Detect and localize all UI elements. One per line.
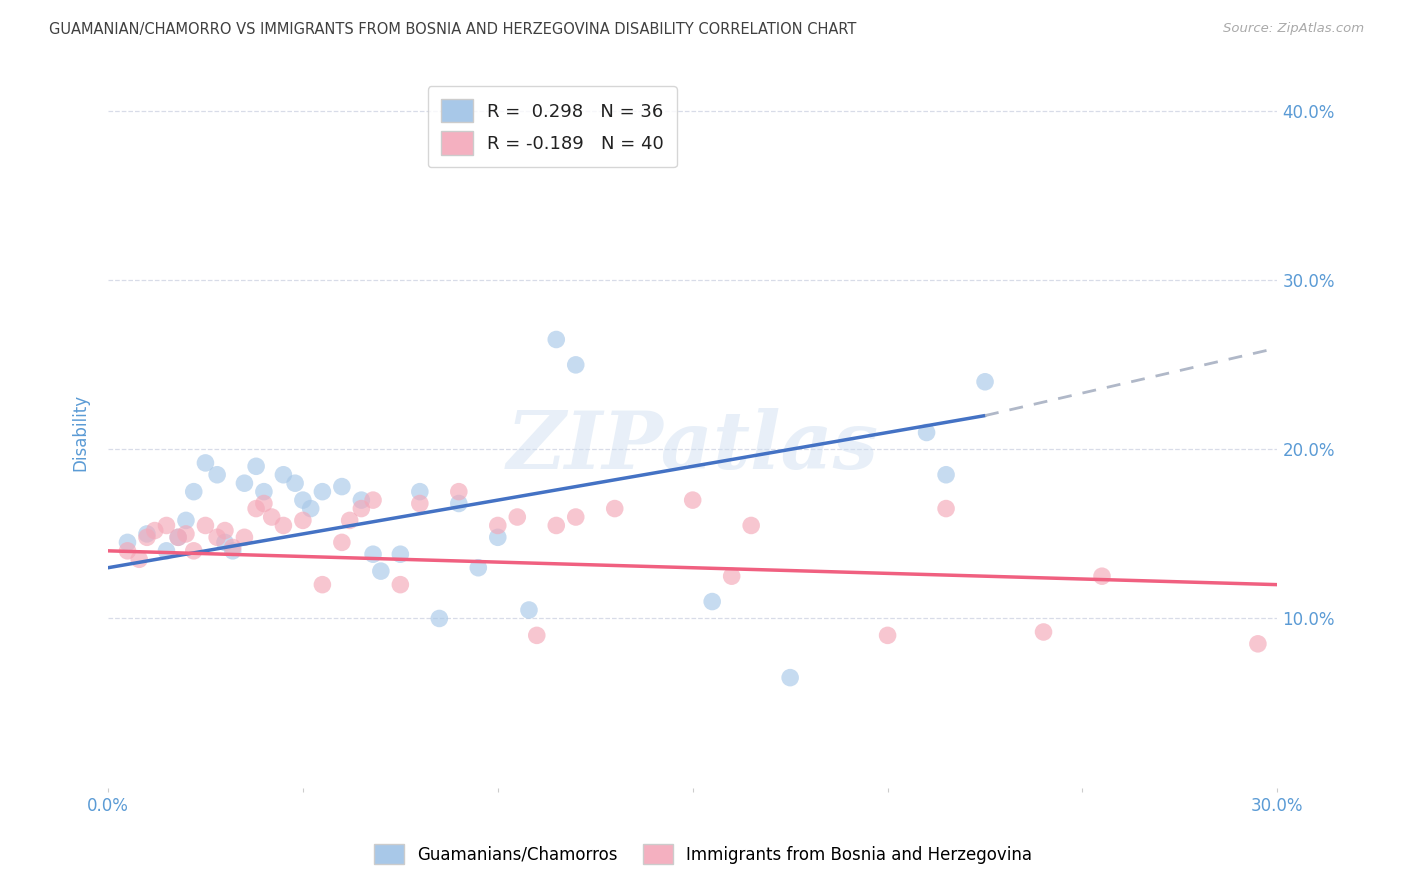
- Point: [876, 628, 898, 642]
- Point: [214, 535, 236, 549]
- Point: [174, 527, 197, 541]
- Point: [311, 484, 333, 499]
- Point: [720, 569, 742, 583]
- Point: [167, 530, 190, 544]
- Point: [311, 577, 333, 591]
- Point: [350, 501, 373, 516]
- Point: [273, 467, 295, 482]
- Point: [299, 501, 322, 516]
- Point: [682, 493, 704, 508]
- Point: [117, 544, 139, 558]
- Point: [935, 501, 957, 516]
- Point: [740, 518, 762, 533]
- Point: [222, 544, 245, 558]
- Point: [564, 358, 586, 372]
- Point: [330, 480, 353, 494]
- Point: [330, 535, 353, 549]
- Point: [183, 484, 205, 499]
- Point: [128, 552, 150, 566]
- Legend: R =  0.298   N = 36, R = -0.189   N = 40: R = 0.298 N = 36, R = -0.189 N = 40: [427, 87, 676, 167]
- Point: [702, 594, 724, 608]
- Point: [291, 513, 314, 527]
- Point: [427, 611, 450, 625]
- Point: [194, 456, 217, 470]
- Point: [245, 459, 267, 474]
- Point: [155, 544, 177, 558]
- Point: [273, 518, 295, 533]
- Point: [526, 628, 548, 642]
- Point: [389, 547, 412, 561]
- Y-axis label: Disability: Disability: [72, 394, 89, 471]
- Point: [603, 501, 626, 516]
- Point: [214, 524, 236, 538]
- Point: [253, 484, 276, 499]
- Point: [564, 510, 586, 524]
- Point: [291, 493, 314, 508]
- Point: [370, 564, 392, 578]
- Text: GUAMANIAN/CHAMORRO VS IMMIGRANTS FROM BOSNIA AND HERZEGOVINA DISABILITY CORRELAT: GUAMANIAN/CHAMORRO VS IMMIGRANTS FROM BO…: [49, 22, 856, 37]
- Point: [389, 577, 412, 591]
- Point: [233, 476, 256, 491]
- Point: [205, 530, 228, 544]
- Point: [253, 496, 276, 510]
- Legend: Guamanians/Chamorros, Immigrants from Bosnia and Herzegovina: Guamanians/Chamorros, Immigrants from Bo…: [367, 838, 1039, 871]
- Point: [1032, 625, 1054, 640]
- Point: [194, 518, 217, 533]
- Point: [222, 541, 245, 555]
- Point: [143, 524, 166, 538]
- Point: [136, 530, 159, 544]
- Point: [779, 671, 801, 685]
- Point: [174, 513, 197, 527]
- Point: [409, 484, 432, 499]
- Point: [546, 333, 568, 347]
- Point: [361, 547, 384, 561]
- Point: [136, 527, 159, 541]
- Point: [1091, 569, 1114, 583]
- Point: [155, 518, 177, 533]
- Point: [245, 501, 267, 516]
- Point: [935, 467, 957, 482]
- Point: [409, 496, 432, 510]
- Point: [167, 530, 190, 544]
- Point: [486, 530, 509, 544]
- Point: [467, 560, 489, 574]
- Point: [447, 484, 470, 499]
- Point: [361, 493, 384, 508]
- Point: [284, 476, 307, 491]
- Point: [205, 467, 228, 482]
- Point: [974, 375, 997, 389]
- Text: Source: ZipAtlas.com: Source: ZipAtlas.com: [1223, 22, 1364, 36]
- Point: [1247, 637, 1270, 651]
- Point: [517, 603, 540, 617]
- Point: [350, 493, 373, 508]
- Point: [117, 535, 139, 549]
- Point: [506, 510, 529, 524]
- Point: [447, 496, 470, 510]
- Point: [486, 518, 509, 533]
- Point: [183, 544, 205, 558]
- Point: [915, 425, 938, 440]
- Point: [233, 530, 256, 544]
- Text: ZIPatlas: ZIPatlas: [506, 408, 879, 485]
- Point: [260, 510, 283, 524]
- Point: [546, 518, 568, 533]
- Point: [339, 513, 361, 527]
